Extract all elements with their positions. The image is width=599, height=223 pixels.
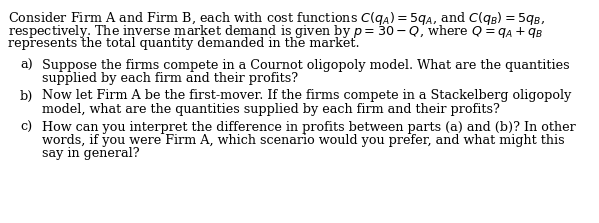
Text: Consider Firm A and Firm B, each with cost functions $C(q_A) = 5q_A$, and $C(q_B: Consider Firm A and Firm B, each with co… [8, 10, 545, 27]
Text: Now let Firm A be the first-mover. If the firms compete in a Stackelberg oligopo: Now let Firm A be the first-mover. If th… [42, 89, 571, 103]
Text: How can you interpret the difference in profits between parts (a) and (b)? In ot: How can you interpret the difference in … [42, 120, 576, 134]
Text: represents the total quantity demanded in the market.: represents the total quantity demanded i… [8, 37, 359, 50]
Text: supplied by each firm and their profits?: supplied by each firm and their profits? [42, 72, 298, 85]
Text: words, if you were Firm A, which scenario would you prefer, and what might this: words, if you were Firm A, which scenari… [42, 134, 565, 147]
Text: c): c) [20, 120, 32, 134]
Text: model, what are the quantities supplied by each firm and their profits?: model, what are the quantities supplied … [42, 103, 500, 116]
Text: say in general?: say in general? [42, 147, 140, 161]
Text: a): a) [20, 58, 33, 72]
Text: b): b) [20, 89, 34, 103]
Text: Suppose the firms compete in a Cournot oligopoly model. What are the quantities: Suppose the firms compete in a Cournot o… [42, 58, 570, 72]
Text: respectively. The inverse market demand is given by $p = 30 - Q$, where $Q = q_A: respectively. The inverse market demand … [8, 23, 543, 41]
